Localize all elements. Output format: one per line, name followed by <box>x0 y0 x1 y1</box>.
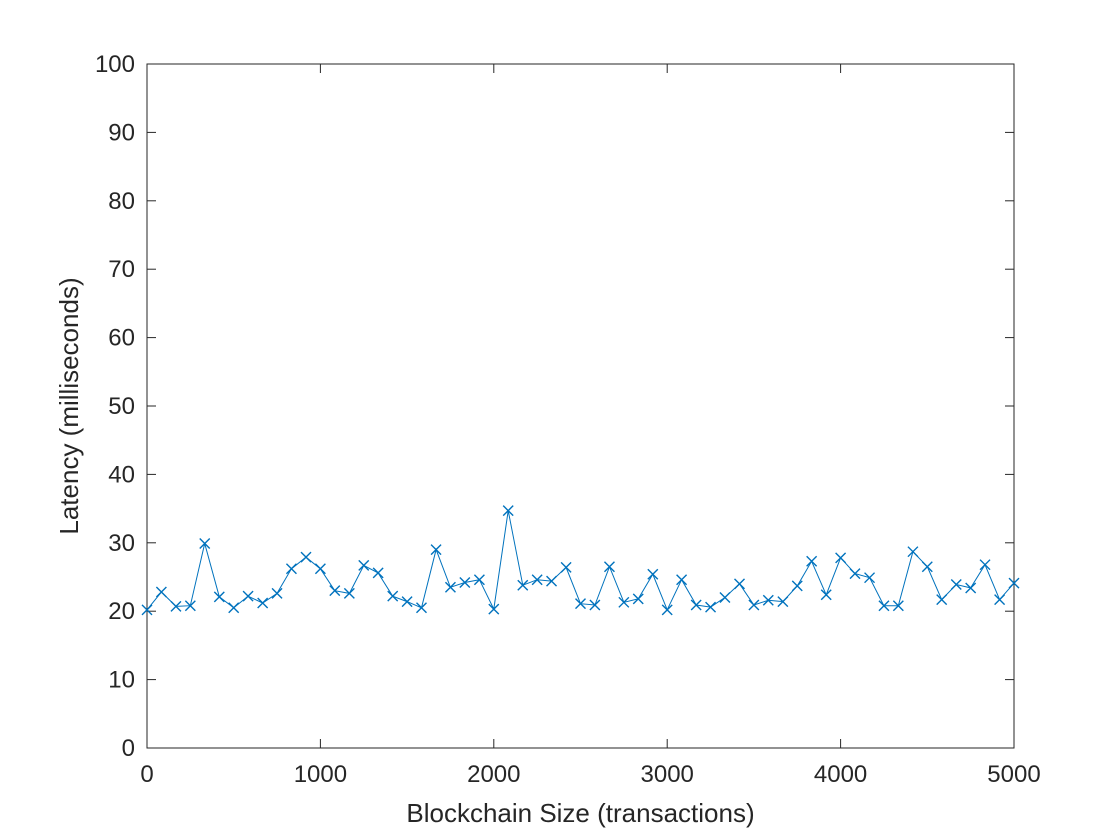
data-point-marker <box>546 575 558 587</box>
data-point-marker <box>155 586 167 598</box>
data-point-marker <box>589 599 601 611</box>
data-point-marker <box>473 574 485 586</box>
data-point-marker <box>849 568 861 580</box>
y-tick-label: 100 <box>95 51 135 78</box>
data-point-marker <box>343 587 355 599</box>
data-point-marker <box>415 602 427 614</box>
data-point-marker <box>936 594 948 606</box>
data-point-marker <box>950 579 962 591</box>
data-point-marker <box>488 603 500 615</box>
data-point-marker <box>835 552 847 564</box>
y-tick-label: 60 <box>108 325 135 352</box>
data-point-marker <box>661 604 673 616</box>
data-point-marker <box>329 585 341 597</box>
y-tick-label: 50 <box>108 393 135 420</box>
data-point-marker <box>892 600 904 612</box>
y-tick-label: 70 <box>108 256 135 283</box>
data-point-marker <box>300 551 312 563</box>
x-tick-label: 2000 <box>467 761 520 788</box>
data-point-marker <box>820 589 832 601</box>
x-axis: 0 1000 2000 3000 4000 5000 <box>140 64 1041 788</box>
y-tick-label: 90 <box>108 119 135 146</box>
y-tick-label: 40 <box>108 461 135 488</box>
data-point-marker <box>777 596 789 608</box>
data-point-marker <box>560 561 572 573</box>
data-point-marker <box>921 561 933 573</box>
x-tick-label: 0 <box>140 761 153 788</box>
data-point-marker <box>170 600 182 612</box>
data-point-marker <box>285 563 297 575</box>
y-tick-label: 0 <box>122 735 135 762</box>
data-point-marker <box>257 597 269 609</box>
data-point-marker <box>603 561 615 573</box>
x-tick-label: 3000 <box>641 761 694 788</box>
data-point-marker <box>965 582 977 594</box>
y-tick-label: 10 <box>108 667 135 694</box>
data-point-marker <box>271 587 283 599</box>
data-point-marker <box>719 592 731 604</box>
data-point-marker <box>878 600 890 612</box>
data-point-marker <box>907 546 919 558</box>
data-point-marker <box>690 599 702 611</box>
data-point-marker <box>762 594 774 606</box>
data-point-marker <box>199 537 211 549</box>
data-point-marker <box>748 599 760 611</box>
data-point-marker <box>459 576 471 588</box>
data-point-marker <box>1008 577 1020 589</box>
data-point-marker <box>864 572 876 584</box>
data-point-marker <box>184 600 196 612</box>
data-point-marker <box>141 604 153 616</box>
y-axis: 0 10 20 30 40 50 60 70 80 90 100 <box>95 51 1014 762</box>
data-point-marker <box>502 505 514 517</box>
data-point-marker <box>618 596 630 608</box>
data-point-marker <box>314 563 326 575</box>
y-tick-label: 20 <box>108 598 135 625</box>
data-point-marker <box>387 590 399 602</box>
data-point-marker <box>358 559 370 571</box>
x-axis-title: Blockchain Size (transactions) <box>406 798 754 828</box>
data-point-marker <box>705 601 717 613</box>
data-point-marker <box>228 602 240 614</box>
x-tick-label: 4000 <box>814 761 867 788</box>
data-point-marker <box>791 580 803 592</box>
data-point-marker <box>676 574 688 586</box>
data-series <box>141 505 1020 616</box>
y-tick-label: 80 <box>108 188 135 215</box>
data-point-marker <box>632 593 644 605</box>
data-point-marker <box>430 544 442 556</box>
y-axis-title: Latency (milliseconds) <box>54 277 84 534</box>
data-point-marker <box>994 594 1006 606</box>
data-point-marker <box>401 596 413 608</box>
data-point-marker <box>734 578 746 590</box>
data-point-marker <box>806 555 818 567</box>
data-point-marker <box>213 591 225 603</box>
data-point-marker <box>517 579 529 591</box>
y-tick-label: 30 <box>108 530 135 557</box>
plot-area-frame <box>146 63 1015 749</box>
data-point-marker <box>372 567 384 579</box>
x-tick-label: 5000 <box>987 761 1040 788</box>
data-point-marker <box>444 581 456 593</box>
data-point-marker <box>531 574 543 586</box>
data-point-marker <box>979 559 991 571</box>
data-point-marker <box>242 590 254 602</box>
data-point-marker <box>647 568 659 580</box>
data-point-marker <box>575 598 586 610</box>
x-tick-label: 1000 <box>294 761 347 788</box>
